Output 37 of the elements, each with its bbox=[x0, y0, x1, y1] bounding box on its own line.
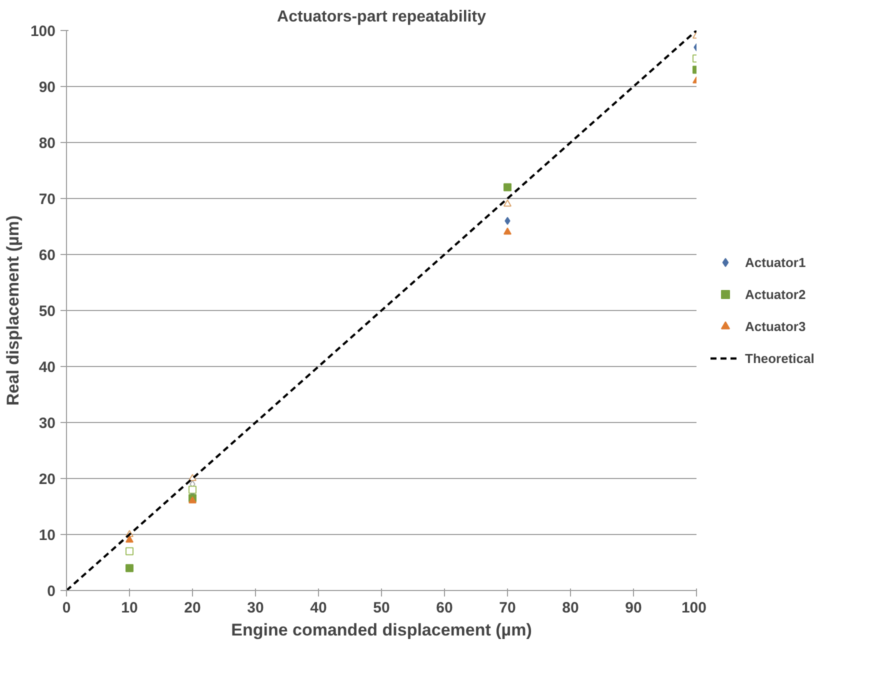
point bbox=[504, 228, 512, 235]
y-axis-title: Real displacement (µm) bbox=[3, 215, 22, 406]
y-tick-label: 20 bbox=[38, 471, 56, 488]
legend-label: Actuator1 bbox=[745, 254, 806, 270]
point bbox=[126, 547, 134, 556]
x-tick-label: 50 bbox=[373, 600, 390, 616]
y-tick-label: 40 bbox=[38, 359, 56, 376]
x-tick-label: 80 bbox=[562, 600, 579, 616]
legend-label: Theoretical bbox=[745, 350, 814, 366]
y-tick-label: 50 bbox=[38, 303, 56, 320]
x-tick-label: 10 bbox=[121, 600, 138, 616]
point bbox=[504, 216, 510, 225]
x-axis-title: Engine comanded displacement (µm) bbox=[231, 620, 532, 640]
x-tick-label: 30 bbox=[247, 600, 264, 616]
x-tick-label: 40 bbox=[310, 600, 327, 616]
y-tick-label: 10 bbox=[38, 527, 56, 544]
x-tick-label: 100 bbox=[681, 600, 707, 616]
y-tick-label: 80 bbox=[38, 135, 56, 152]
x-tick-label: 90 bbox=[625, 600, 642, 616]
y-tick-label: 70 bbox=[38, 191, 56, 208]
y-tick-label: 100 bbox=[30, 23, 56, 40]
y-tick-label: 0 bbox=[47, 583, 56, 600]
y-tick-label: 60 bbox=[38, 247, 56, 264]
legend-label: Actuator2 bbox=[745, 286, 806, 302]
x-tick-label: 0 bbox=[62, 600, 71, 616]
point bbox=[504, 183, 512, 192]
y-tick-label: 90 bbox=[38, 79, 56, 96]
point bbox=[504, 200, 512, 207]
point bbox=[126, 536, 134, 543]
point bbox=[126, 564, 134, 572]
legend-label: Actuator3 bbox=[745, 318, 806, 334]
point bbox=[188, 486, 196, 494]
y-tick-label: 30 bbox=[38, 415, 56, 432]
chart-title: Actuators-part repeatability bbox=[277, 8, 486, 26]
x-tick-label: 70 bbox=[499, 600, 516, 616]
x-tick-label: 60 bbox=[436, 600, 453, 616]
x-tick-label: 20 bbox=[184, 600, 201, 616]
